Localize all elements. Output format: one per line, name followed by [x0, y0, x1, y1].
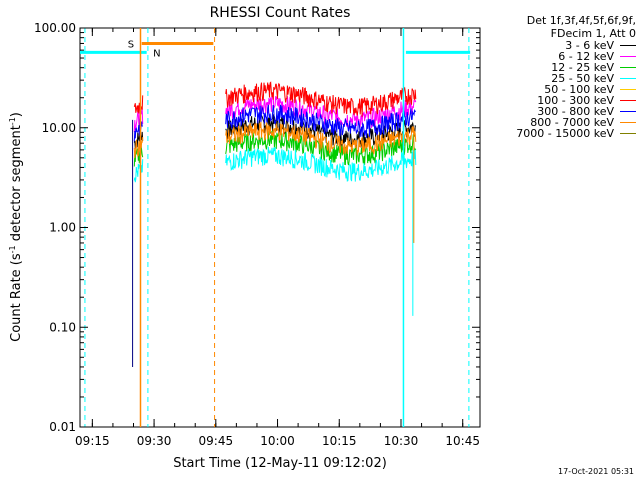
axes-group: 09:15 09:30 09:45 10:00 10:15 10:30 10:45 0.01 0… — [34, 21, 480, 448]
trace-burst — [133, 118, 143, 142]
y-label-mid: detector segment — [9, 125, 24, 245]
legend-item: 3 - 6 keV — [478, 40, 636, 51]
legend-label: 12 - 25 keV — [551, 61, 614, 74]
legend-swatch — [620, 45, 636, 46]
footer-date: 17-Oct-2021 05:31 — [558, 467, 634, 476]
legend-item: 12 - 25 keV — [478, 62, 636, 73]
legend-swatch — [620, 78, 636, 79]
legend-item: 50 - 100 keV — [478, 84, 636, 95]
legend-swatch — [620, 133, 636, 134]
x-tick-label: 09:15 — [75, 434, 110, 448]
traces-group — [132, 81, 417, 367]
legend-item: 6 - 12 keV — [478, 51, 636, 62]
y-tick-label: 1.00 — [49, 221, 76, 235]
legend-label: 800 - 7000 keV — [530, 116, 614, 129]
y-tick-label: 10.00 — [42, 121, 76, 135]
chart-title: RHESSI Count Rates — [210, 5, 351, 21]
legend-swatch — [620, 56, 636, 57]
legend-swatch — [620, 111, 636, 112]
x-tick-label: 10:15 — [322, 434, 357, 448]
y-tick-label: 0.10 — [49, 320, 76, 334]
legend-swatch — [620, 89, 636, 90]
legend-label: 6 - 12 keV — [558, 50, 614, 63]
trace-main — [225, 104, 416, 138]
y-tick-label: 0.01 — [49, 420, 76, 434]
x-tick-label: 10:00 — [260, 434, 295, 448]
markers-group: SN — [80, 28, 471, 427]
flag-label-s: S — [128, 39, 134, 50]
trace-burst — [133, 159, 144, 183]
flag-label-n: N — [153, 48, 160, 59]
legend-item: 800 - 7000 keV — [478, 117, 636, 128]
legend-header-line-1: Det 1f,3f,4f,5f,6f,9f, — [526, 14, 636, 27]
legend-label: 100 - 300 keV — [537, 94, 614, 107]
legend-label: 50 - 100 keV — [544, 83, 614, 96]
legend-swatch — [620, 67, 636, 68]
x-tick-label: 10:45 — [445, 434, 480, 448]
y-label-end: ) — [9, 112, 24, 117]
x-tick-label: 10:30 — [384, 434, 419, 448]
legend-rows: 3 - 6 keV 6 - 12 keV 12 - 25 keV 25 - 50 ke… — [478, 40, 636, 139]
legend-label: 3 - 6 keV — [565, 39, 614, 52]
y-label-sup2: -1 — [8, 117, 17, 125]
legend-swatch — [620, 122, 636, 123]
legend-label: 25 - 50 keV — [551, 72, 614, 85]
legend-swatch — [620, 100, 636, 101]
x-tick-label: 09:30 — [137, 434, 172, 448]
x-axis-label: Start Time (12-May-11 09:12:02) — [173, 456, 387, 471]
y-axis-label: Count Rate (s-1 detector segment-1) — [8, 112, 24, 342]
legend-item: 7000 - 15000 keV — [478, 128, 636, 139]
trace-burst — [133, 137, 144, 159]
y-tick-label: 100.00 — [34, 21, 76, 35]
legend: Det 1f,3f,4f,5f,6f,9f, FDecim 1, Att 0 3… — [478, 14, 636, 139]
trace-main — [225, 121, 417, 156]
legend-label: 300 - 800 keV — [537, 105, 614, 118]
trace-main — [225, 146, 417, 182]
legend-item: 100 - 300 keV — [478, 95, 636, 106]
y-label-main: Count Rate (s — [9, 253, 24, 342]
trace-main — [225, 81, 417, 117]
legend-item: 25 - 50 keV — [478, 73, 636, 84]
legend-header-line-2: FDecim 1, Att 0 — [550, 27, 636, 40]
legend-label: 7000 - 15000 keV — [516, 127, 614, 140]
legend-item: 300 - 800 keV — [478, 106, 636, 117]
trace-burst — [133, 95, 144, 114]
y-label-sup1: -1 — [8, 245, 17, 253]
x-tick-label: 09:45 — [199, 434, 234, 448]
